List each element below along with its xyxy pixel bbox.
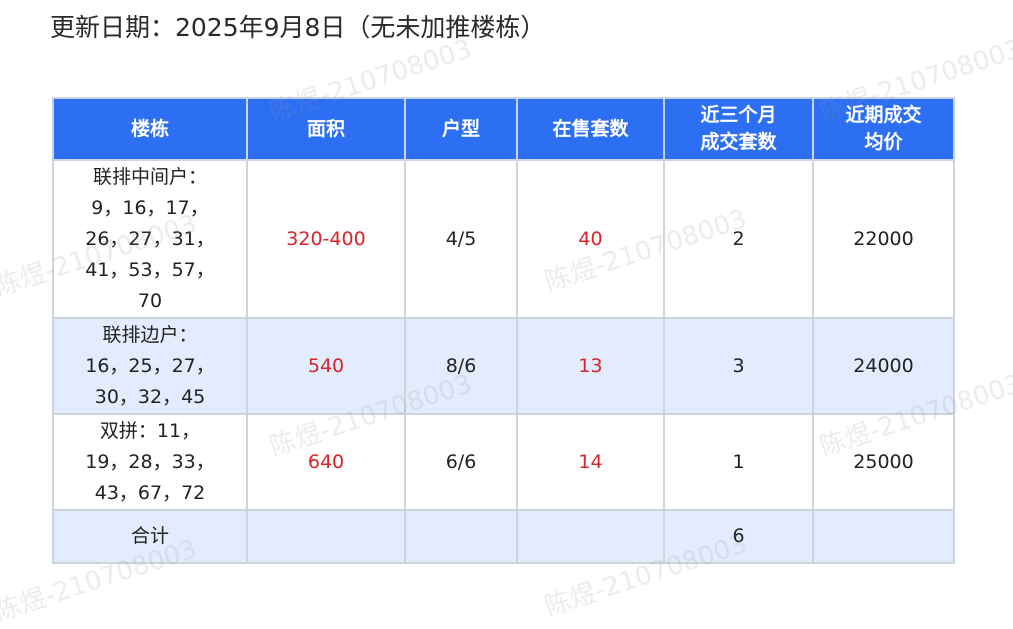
table-row: 联排中间户： 9，16，17， 26，27，31， 41，53，57， 70 3…: [52, 159, 955, 319]
total-on-sale: [516, 509, 665, 564]
total-row: 合计 6: [52, 509, 955, 564]
total-area: [246, 509, 406, 564]
header-avg-price: 近期成交 均价: [812, 97, 955, 161]
cell-avg-price: 25000: [812, 413, 955, 511]
cell-layout: 4/5: [404, 159, 518, 319]
cell-area: 320-400: [246, 159, 406, 319]
total-avg-price: [812, 509, 955, 564]
cell-sold-3m: 1: [663, 413, 814, 511]
table-row: 双拼：11， 19，28，33， 43，67，72 640 6/6 14 1 2…: [52, 413, 955, 511]
cell-layout: 8/6: [404, 317, 518, 415]
cell-sold-3m: 2: [663, 159, 814, 319]
cell-building: 双拼：11， 19，28，33， 43，67，72: [52, 413, 248, 511]
cell-building: 联排边户： 16，25，27， 30，32，45: [52, 317, 248, 415]
header-on-sale: 在售套数: [516, 97, 665, 161]
cell-layout: 6/6: [404, 413, 518, 511]
cell-area: 640: [246, 413, 406, 511]
cell-on-sale: 40: [516, 159, 665, 319]
header-building: 楼栋: [52, 97, 248, 161]
total-label: 合计: [52, 509, 248, 564]
cell-area: 540: [246, 317, 406, 415]
cell-on-sale: 13: [516, 317, 665, 415]
header-area: 面积: [246, 97, 406, 161]
cell-avg-price: 22000: [812, 159, 955, 319]
building-sales-table: 楼栋 面积 户型 在售套数 近三个月 成交套数 近期成交 均价 联排中间户： 9…: [52, 97, 955, 564]
header-sold-3m: 近三个月 成交套数: [663, 97, 814, 161]
cell-on-sale: 14: [516, 413, 665, 511]
cell-avg-price: 24000: [812, 317, 955, 415]
update-date-title: 更新日期：2025年9月8日（无未加推楼栋）: [50, 13, 546, 42]
header-layout: 户型: [404, 97, 518, 161]
cell-building: 联排中间户： 9，16，17， 26，27，31， 41，53，57， 70: [52, 159, 248, 319]
table-row: 联排边户： 16，25，27， 30，32，45 540 8/6 13 3 24…: [52, 317, 955, 415]
total-layout: [404, 509, 518, 564]
cell-sold-3m: 3: [663, 317, 814, 415]
table-header-row: 楼栋 面积 户型 在售套数 近三个月 成交套数 近期成交 均价: [52, 97, 955, 161]
total-sold-3m: 6: [663, 509, 814, 564]
